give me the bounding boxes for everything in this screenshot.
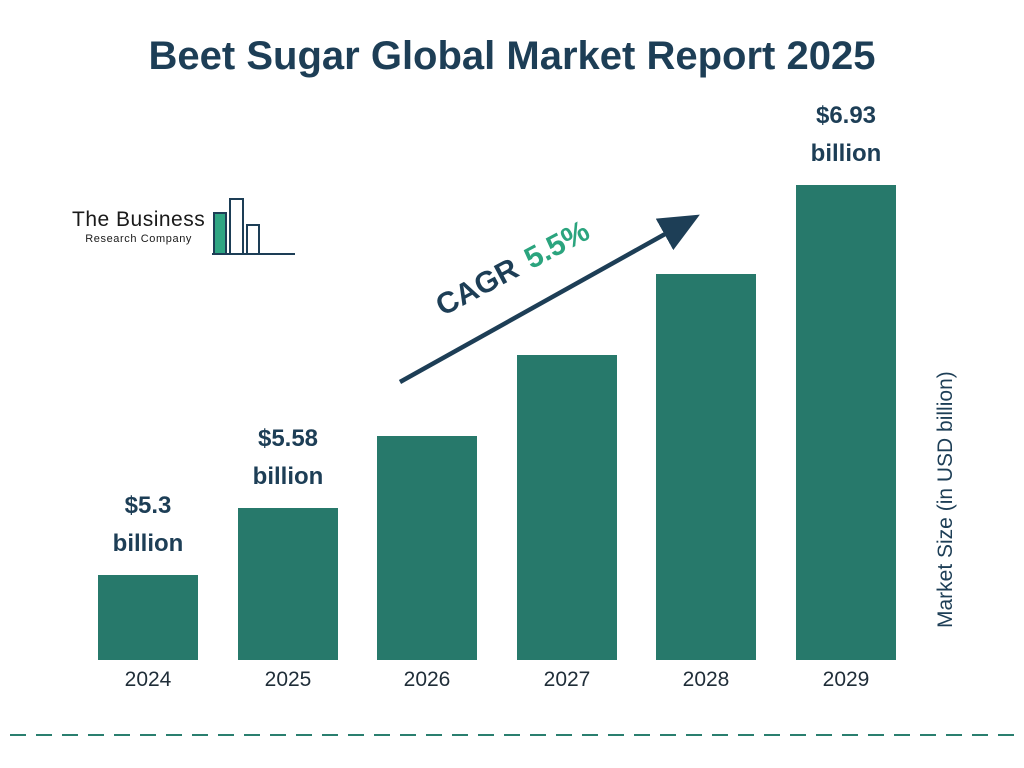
y-axis-label: Market Size (in USD billion) — [934, 371, 957, 629]
bar-2027 — [517, 355, 617, 660]
bar-2028 — [656, 274, 756, 660]
cagr-value-text: 5.5% — [519, 214, 595, 276]
bar-2025 — [238, 508, 338, 660]
company-logo-text: The Business Research Company — [72, 208, 205, 245]
bar-2024 — [98, 575, 198, 660]
value-label-2024: $5.3 billion — [112, 492, 184, 558]
value-label-2025: $5.58 billion — [252, 425, 324, 491]
logo-bars-icon — [212, 198, 296, 255]
year-label-2025: 2025 — [264, 668, 312, 691]
cagr-annotation: CAGR5.5% — [377, 186, 649, 352]
year-label-2026: 2026 — [403, 668, 451, 691]
logo-subname: Research Company — [85, 233, 193, 245]
page-title: Beet Sugar Global Market Report 2025 — [148, 34, 876, 78]
company-logo: The Business Research Company — [72, 196, 297, 258]
year-label-2028: 2028 — [682, 668, 730, 691]
year-label-2029: 2029 — [822, 668, 870, 691]
cagr-prefix-text: CAGR — [430, 252, 525, 323]
bar-2026 — [377, 436, 477, 660]
bar-2029 — [796, 185, 896, 660]
bottom-dashed-divider — [10, 734, 1014, 736]
logo-name: The Business — [72, 208, 206, 231]
value-label-2029: $6.93 billion — [810, 102, 882, 168]
year-label-2027: 2027 — [543, 668, 591, 691]
year-label-2024: 2024 — [124, 668, 172, 691]
